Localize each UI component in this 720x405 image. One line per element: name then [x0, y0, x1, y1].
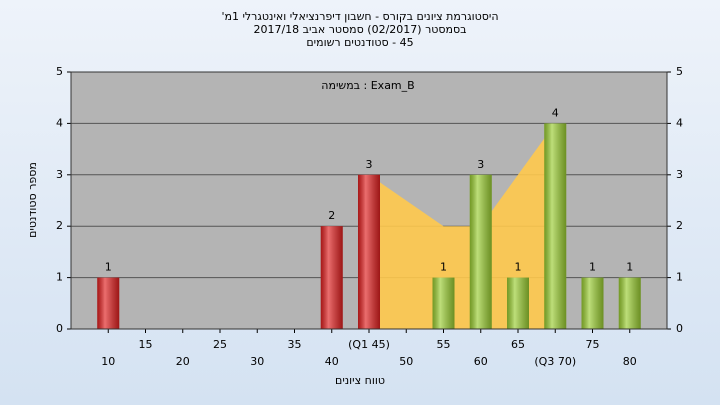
x-tick-label: 60	[474, 355, 488, 368]
y-tick-label: 0	[56, 322, 63, 335]
bar-group	[320, 226, 343, 329]
y-tick-label: 3	[56, 168, 63, 181]
x-tick-label: 50	[399, 355, 413, 368]
data-label: 1	[515, 261, 522, 274]
y-tick-label: 1	[56, 271, 63, 284]
y-tick-label: 4	[56, 116, 63, 129]
bar-group	[97, 277, 120, 329]
x-tick-label: 25	[213, 338, 227, 351]
data-label: 1	[105, 261, 112, 274]
y2-tick-label: 4	[676, 116, 683, 129]
bar-group	[581, 277, 604, 329]
data-label: 3	[366, 158, 373, 171]
x-tick-label: 10	[101, 355, 115, 368]
bar-group	[507, 277, 529, 329]
chart-subtitle: בסמסטר (02/2017) סמסטר אביב 2017/18	[253, 23, 466, 36]
y2-tick-label: 5	[676, 65, 683, 78]
data-label: 1	[626, 261, 633, 274]
x-tick-label: 15	[139, 338, 153, 351]
x-tick-label: 65	[511, 338, 525, 351]
bar-shade	[469, 174, 492, 329]
x-tick-label: 35	[288, 338, 302, 351]
x-tick-label: (Q3 70)	[534, 355, 576, 368]
x-tick-label: 55	[437, 338, 451, 351]
chart-title: היסטוגרמת ציונים בקורס - חשבון דיפרנציאל…	[221, 10, 498, 23]
bar-shade	[97, 277, 120, 329]
y-axis-label: מספר סטודנטים	[26, 162, 39, 238]
bar-group	[544, 123, 567, 330]
bar-group	[618, 277, 641, 329]
bar-shade	[358, 174, 380, 329]
data-label: 4	[552, 106, 559, 119]
bar-shade	[320, 226, 343, 329]
data-label: 1	[440, 261, 447, 274]
x-tick-label: 40	[325, 355, 339, 368]
data-label: 3	[477, 158, 484, 171]
x-axis-label: טווח ציונים	[335, 374, 385, 387]
x-tick-label: (Q1 45)	[348, 338, 390, 351]
bar-group	[358, 174, 380, 329]
data-label: 1	[589, 261, 596, 274]
bar-shade	[432, 277, 455, 329]
bar-group	[432, 277, 455, 329]
x-tick-label: 75	[586, 338, 600, 351]
bar-shade	[581, 277, 604, 329]
bar-group	[469, 174, 492, 329]
y2-tick-label: 0	[676, 322, 683, 335]
bar-shade	[618, 277, 641, 329]
bar-shade	[507, 277, 529, 329]
y2-tick-label: 1	[676, 271, 683, 284]
chart-subtitle: 45 - סטודנטים רשומים	[306, 36, 413, 49]
annotation: Exam_B : במשימה	[321, 79, 414, 92]
x-tick-label: 30	[250, 355, 264, 368]
y2-tick-label: 3	[676, 168, 683, 181]
bar-shade	[544, 123, 567, 330]
y2-tick-label: 2	[676, 219, 683, 232]
y-tick-label: 2	[56, 219, 63, 232]
x-tick-label: 80	[623, 355, 637, 368]
y-tick-label: 5	[56, 65, 63, 78]
data-label: 2	[328, 209, 335, 222]
plot-border	[70, 71, 668, 330]
x-tick-label: 20	[176, 355, 190, 368]
